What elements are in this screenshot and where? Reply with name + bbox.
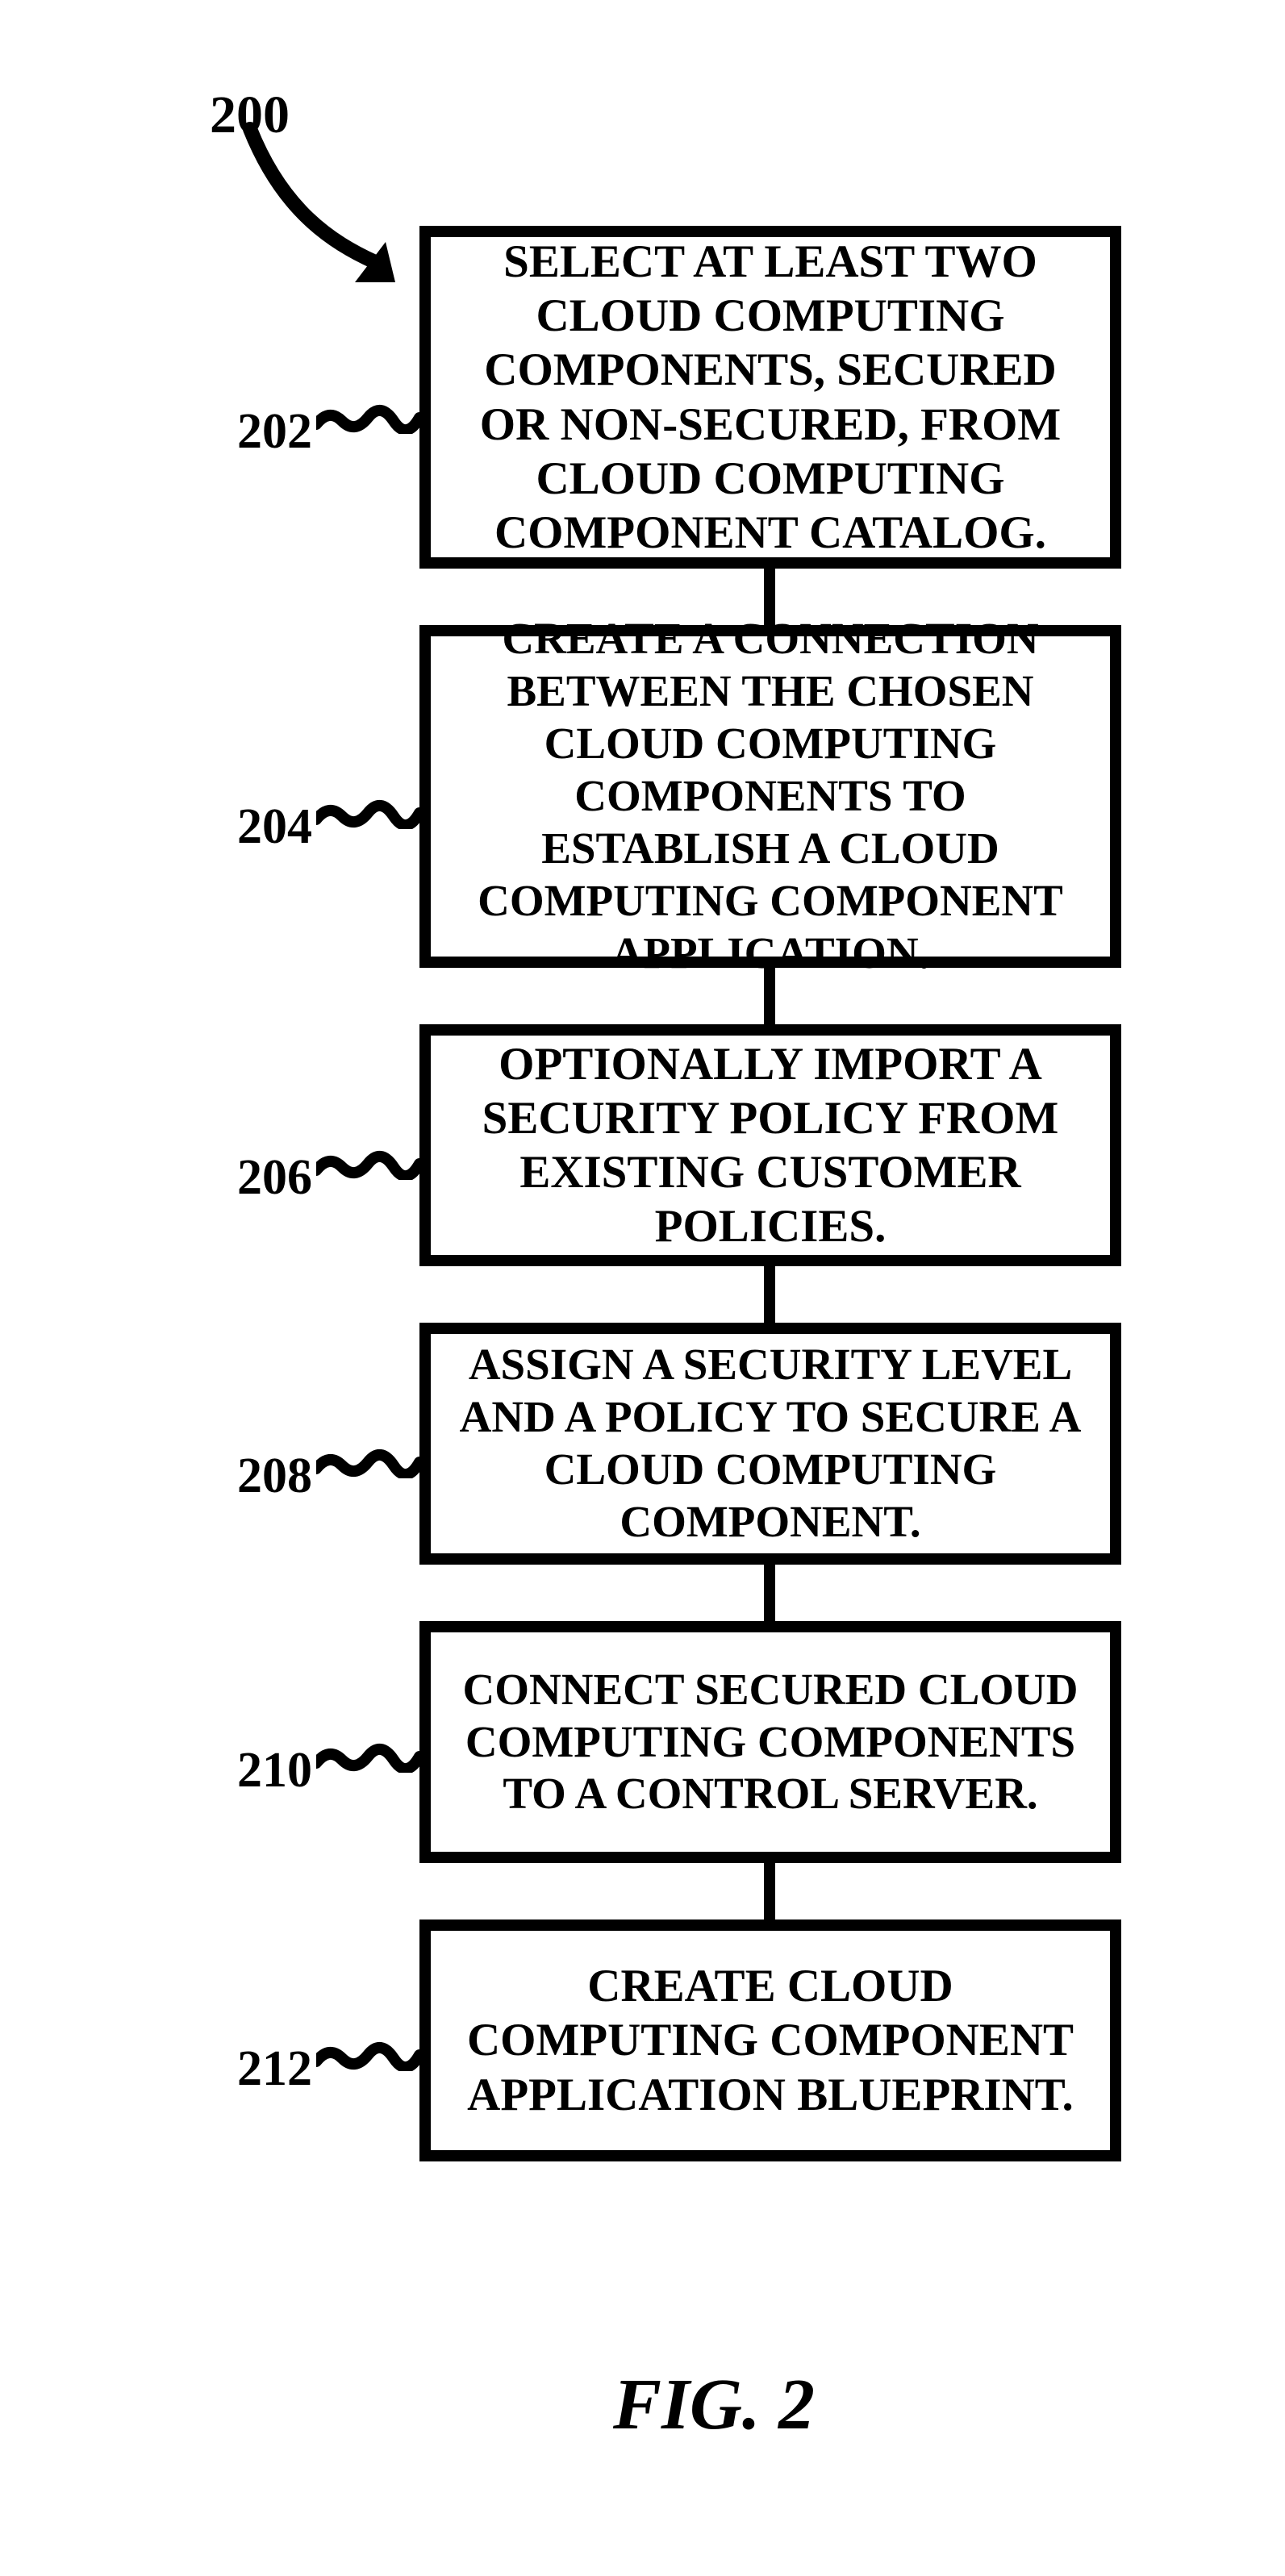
step-212: CREATE CLOUD COMPUTING COMPONENT APPLICA…: [419, 1919, 1121, 2161]
flowchart-canvas: 200 SELECT AT LEAST TWO CLOUD COMPUTING …: [0, 0, 1285, 2576]
label-206: 206: [237, 1149, 312, 1207]
connector-2: [764, 968, 775, 1024]
label-202: 202: [237, 403, 312, 461]
label-210: 210: [237, 1742, 312, 1799]
leader-202: [316, 402, 419, 434]
leader-204: [316, 797, 419, 829]
step-210: CONNECT SECURED CLOUD COMPUTING COMPONEN…: [419, 1621, 1121, 1863]
step-204-text: CREATE A CONNECTION BETWEEN THE CHOSEN C…: [455, 613, 1086, 979]
step-212-text: CREATE CLOUD COMPUTING COMPONENT APPLICA…: [455, 1959, 1086, 2122]
connector-4: [764, 1565, 775, 1621]
label-212: 212: [237, 2040, 312, 2098]
step-206-text: OPTIONALLY IMPORT A SECURITY POLICY FROM…: [455, 1037, 1086, 1254]
step-204: CREATE A CONNECTION BETWEEN THE CHOSEN C…: [419, 625, 1121, 968]
step-208: ASSIGN A SECURITY LEVEL AND A POLICY TO …: [419, 1323, 1121, 1565]
label-204: 204: [237, 798, 312, 856]
step-202-text: SELECT AT LEAST TWO CLOUD COMPUTING COMP…: [455, 235, 1086, 561]
connector-5: [764, 1863, 775, 1919]
step-202: SELECT AT LEAST TWO CLOUD COMPUTING COMP…: [419, 226, 1121, 569]
step-208-text: ASSIGN A SECURITY LEVEL AND A POLICY TO …: [455, 1339, 1086, 1549]
connector-1: [764, 569, 775, 625]
leader-208: [316, 1446, 419, 1478]
step-210-text: CONNECT SECURED CLOUD COMPUTING COMPONEN…: [455, 1664, 1086, 1821]
label-208: 208: [237, 1448, 312, 1505]
leader-210: [316, 1740, 419, 1773]
arrow-200: [234, 121, 428, 298]
step-206: OPTIONALLY IMPORT A SECURITY POLICY FROM…: [419, 1024, 1121, 1266]
figure-caption: FIG. 2: [613, 2363, 815, 2446]
leader-206: [316, 1148, 419, 1180]
connector-3: [764, 1266, 775, 1323]
leader-212: [316, 2039, 419, 2071]
